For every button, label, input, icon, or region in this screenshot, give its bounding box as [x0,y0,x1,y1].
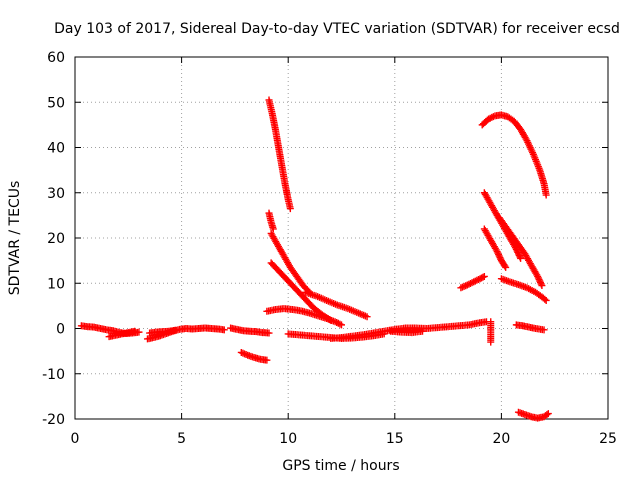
data-point [538,282,546,290]
data-point [468,279,476,287]
grid [75,57,608,419]
data-point [470,278,478,286]
data-point [501,262,509,270]
x-tick-label: 10 [279,431,297,447]
x-tick-label: 20 [492,431,510,447]
data-point [463,281,471,289]
data-point [419,327,427,335]
data-point [537,280,545,288]
plot-frame [74,56,609,420]
data-point [542,296,550,304]
data-point [544,410,552,418]
data-point [492,246,500,254]
data-point [471,277,479,285]
data-point [333,319,341,327]
chart-title: Day 103 of 2017, Sidereal Day-to-day VTE… [54,21,620,37]
y-tick-label: -10 [42,367,65,383]
x-tick-label: 0 [71,431,80,447]
y-tick-label: 60 [47,50,65,66]
y-tick-label: 0 [56,322,65,338]
data-point [263,356,271,364]
x-tick-labels: 0 5 10 15 20 25 [71,431,617,447]
data-point [517,254,525,262]
data-point [542,191,550,199]
ticks [74,56,609,420]
x-tick-label: 15 [386,431,404,447]
data-point [489,113,497,121]
data-point [465,280,473,288]
data-marks [77,96,552,422]
data-point [135,328,143,336]
data-point [286,205,294,213]
data-point [533,271,541,279]
data-point [487,338,495,346]
x-tick-label: 25 [599,431,617,447]
data-point [363,313,371,321]
data-point [480,272,488,280]
data-point [540,326,548,334]
y-tick-label: 30 [47,186,65,202]
data-point [331,318,339,326]
data-point [479,273,487,281]
y-tick-label: 40 [47,141,65,157]
data-point [220,326,228,334]
x-tick-label: 5 [177,431,186,447]
data-point [485,115,493,123]
y-tick-label: 20 [47,231,65,247]
data-point [334,319,342,327]
data-point [269,225,277,233]
data-point [516,253,524,261]
data-point [502,263,510,271]
x-axis-label: GPS time / hours [282,458,399,474]
data-point [543,411,551,419]
y-tick-label: 50 [47,95,65,111]
data-point [541,295,549,303]
y-axis-label: SDTVAR / TECUs [7,181,23,296]
y-tick-label: 10 [47,276,65,292]
data-point [466,279,474,287]
data-point [338,321,345,329]
data-point [486,114,494,122]
y-tick-label: -20 [42,412,65,428]
data-point [171,326,179,334]
data-point [265,329,273,337]
data-point [336,320,344,328]
data-point [131,327,139,335]
data-point [488,113,496,121]
y-tick-labels: -20 -10 0 10 20 30 40 50 60 [42,50,65,428]
data-point [473,276,481,284]
